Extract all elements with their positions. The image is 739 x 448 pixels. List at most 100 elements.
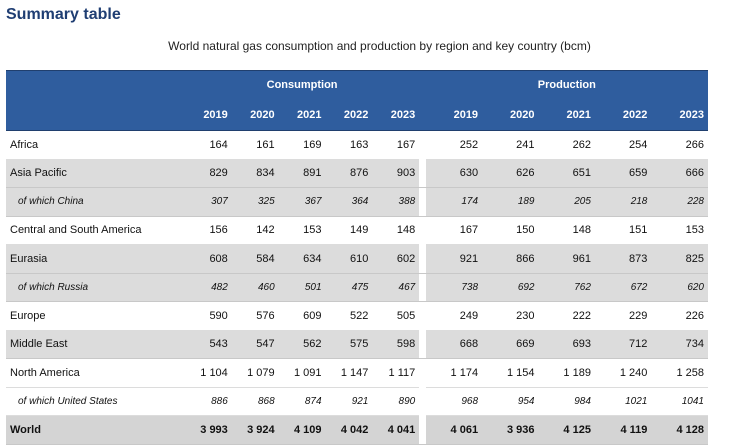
consumption-cell: 153 [278, 216, 326, 245]
table-row: of which China 307 325 367 364 388 174 189 205 21… [6, 187, 708, 217]
consumption-cell: 156 [184, 216, 232, 245]
gas-summary-table: Consumption Production 2019 2020 2021 2022 2… [6, 70, 708, 445]
consumption-cell: 3 993 [184, 415, 232, 445]
consumption-cell: 505 [372, 301, 420, 331]
row-label: North America [6, 358, 185, 388]
consumption-cell: 522 [325, 301, 373, 331]
consumption-cell: 576 [231, 301, 279, 331]
production-cell: 262 [538, 130, 595, 160]
consumption-cell: 903 [372, 159, 420, 188]
consumption-cell: 164 [184, 130, 232, 160]
production-cell: 968 [425, 387, 483, 416]
consumption-cell: 602 [372, 244, 420, 274]
production-cell: 151 [594, 216, 652, 245]
production-cell: 4 125 [538, 415, 595, 445]
production-cell: 230 [482, 301, 539, 331]
production-cell: 1 240 [594, 358, 652, 388]
consumption-cell: 149 [325, 216, 373, 245]
consumption-cell: 829 [184, 159, 232, 188]
production-cell: 734 [651, 330, 708, 359]
consumption-cell: 868 [231, 387, 279, 416]
consumption-cell: 590 [184, 301, 232, 331]
production-cell: 4 128 [651, 415, 708, 445]
table-row: North America 1 104 1 079 1 091 1 147 1 117 1 … [6, 358, 708, 388]
consumption-cell: 1 117 [372, 358, 420, 388]
row-label: Africa [6, 130, 185, 160]
consumption-cell: 876 [325, 159, 373, 188]
page-title: Summary table [6, 6, 121, 23]
table-row: Central and South America 156 142 153 149 148… [6, 216, 708, 245]
production-cell: 150 [482, 216, 539, 245]
table-row: Asia Pacific 829 834 891 876 903 630 626 651 659 6… [6, 159, 708, 188]
production-cell: 961 [538, 244, 595, 274]
production-cell: 825 [651, 244, 708, 274]
production-cell: 630 [425, 159, 483, 188]
consumption-year-2019: 2019 [184, 99, 232, 131]
production-cell: 762 [538, 273, 595, 302]
row-label: of which China [6, 187, 185, 217]
consumption-cell: 834 [231, 159, 279, 188]
production-cell: 229 [594, 301, 652, 331]
row-label: of which United States [6, 387, 185, 416]
consumption-cell: 598 [372, 330, 420, 359]
production-cell: 1 189 [538, 358, 595, 388]
consumption-cell: 1 104 [184, 358, 232, 388]
consumption-cell: 142 [231, 216, 279, 245]
production-year-2019: 2019 [425, 99, 483, 131]
production-year-2022: 2022 [594, 99, 652, 131]
consumption-cell: 890 [372, 387, 420, 416]
consumption-cell: 163 [325, 130, 373, 160]
production-cell: 3 936 [482, 415, 539, 445]
consumption-cell: 891 [278, 159, 326, 188]
consumption-cell: 634 [278, 244, 326, 274]
production-cell: 669 [482, 330, 539, 359]
production-cell: 4 119 [594, 415, 652, 445]
consumption-cell: 364 [325, 187, 373, 217]
table-row: Europe 590 576 609 522 505 249 230 222 229 226 [6, 301, 708, 331]
consumption-cell: 1 079 [231, 358, 279, 388]
consumption-cell: 921 [325, 387, 373, 416]
group-consumption: Consumption [184, 70, 420, 99]
consumption-cell: 1 091 [278, 358, 326, 388]
table-row: of which Russia 482 460 501 475 467 738 692 762 6… [6, 273, 708, 302]
production-cell: 167 [425, 216, 483, 245]
consumption-cell: 307 [184, 187, 232, 217]
consumption-cell: 575 [325, 330, 373, 359]
header-blank [6, 99, 185, 131]
row-label: Asia Pacific [6, 159, 185, 188]
production-cell: 1 154 [482, 358, 539, 388]
consumption-cell: 161 [231, 130, 279, 160]
production-cell: 692 [482, 273, 539, 302]
consumption-cell: 467 [372, 273, 420, 302]
consumption-cell: 3 924 [231, 415, 279, 445]
production-cell: 738 [425, 273, 483, 302]
consumption-cell: 4 042 [325, 415, 373, 445]
production-cell: 712 [594, 330, 652, 359]
production-cell: 620 [651, 273, 708, 302]
consumption-cell: 148 [372, 216, 420, 245]
consumption-cell: 609 [278, 301, 326, 331]
table-row: Middle East 543 547 562 575 598 668 669 693 712 73… [6, 330, 708, 359]
consumption-year-2020: 2020 [231, 99, 279, 131]
consumption-cell: 562 [278, 330, 326, 359]
consumption-cell: 543 [184, 330, 232, 359]
consumption-cell: 475 [325, 273, 373, 302]
production-cell: 954 [482, 387, 539, 416]
production-cell: 1041 [651, 387, 708, 416]
consumption-cell: 584 [231, 244, 279, 274]
table-row: Eurasia 608 584 634 610 602 921 866 961 873 825 [6, 244, 708, 274]
header-blank [6, 70, 185, 99]
table-row: Africa 164 161 169 163 167 252 241 262 254 266 [6, 130, 708, 160]
consumption-year-2023: 2023 [372, 99, 420, 131]
production-year-2023: 2023 [651, 99, 708, 131]
production-cell: 666 [651, 159, 708, 188]
production-cell: 205 [538, 187, 595, 217]
production-cell: 866 [482, 244, 539, 274]
production-cell: 1021 [594, 387, 652, 416]
production-cell: 921 [425, 244, 483, 274]
production-cell: 249 [425, 301, 483, 331]
production-cell: 218 [594, 187, 652, 217]
production-cell: 228 [651, 187, 708, 217]
consumption-cell: 1 147 [325, 358, 373, 388]
